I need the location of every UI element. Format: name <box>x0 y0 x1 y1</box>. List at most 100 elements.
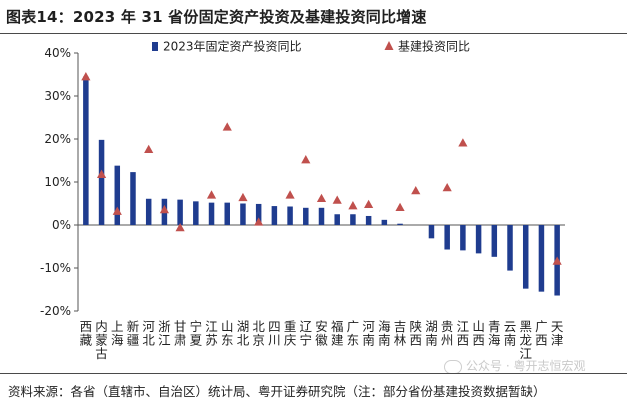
bar-20 <box>397 223 403 225</box>
x-tick-label: 吉林 <box>394 319 407 348</box>
x-tick-label: 湖南 <box>425 319 438 348</box>
bar-0 <box>83 76 89 226</box>
y-tick-label: -20% <box>40 304 71 318</box>
triangle-marker-21 <box>411 186 421 195</box>
chart-area: -20%-10%0%10%20%30%40%西藏内蒙古上海新疆河北浙江甘肃宁夏江… <box>40 39 565 361</box>
x-tick-label: 河北 <box>142 319 155 348</box>
triangle-marker-23 <box>442 182 452 192</box>
source-note: 资料来源：各省（直辖市、自治区）统计局、粤开证券研究院（注：部分省份基建投资数据… <box>8 384 546 399</box>
triangle-marker-18 <box>364 199 374 209</box>
bar-8 <box>208 202 215 225</box>
bar-2 <box>114 165 121 225</box>
x-tick-label: 广东 <box>347 319 360 348</box>
legend-bar-swatch <box>152 42 158 51</box>
bar-28 <box>522 225 529 289</box>
bar-22 <box>428 225 435 239</box>
bar-27 <box>507 225 513 271</box>
chart-title: 图表14：2023 年 31 省份固定资产投资及基建投资同比增速 <box>6 8 427 26</box>
watermark-text: 公众号 · 粤开志恒宏观 <box>466 359 586 373</box>
bar-23 <box>444 225 450 250</box>
x-tick-label: 甘肃 <box>174 319 187 348</box>
triangle-marker-11 <box>254 217 264 226</box>
y-tick-label: 30% <box>44 89 71 103</box>
wechat-icon <box>444 359 462 374</box>
x-tick-label: 贵州 <box>441 319 454 348</box>
y-tick-label: 10% <box>44 175 71 189</box>
x-tick-label: 西藏 <box>80 319 93 348</box>
triangle-marker-8 <box>206 190 217 199</box>
triangle-marker-17 <box>348 201 358 210</box>
x-tick-label: 浙江 <box>158 319 171 348</box>
x-tick-label: 江西 <box>457 319 470 348</box>
triangle-marker-6 <box>175 222 185 232</box>
triangle-marker-13 <box>285 190 295 199</box>
bar-4 <box>145 198 152 225</box>
y-tick-label: 20% <box>44 132 71 146</box>
top-rule <box>0 33 627 34</box>
x-tick-label: 四川 <box>268 319 281 348</box>
x-tick-label: 新疆 <box>127 319 140 348</box>
bar-19 <box>381 219 388 225</box>
triangle-marker-9 <box>222 122 232 131</box>
x-tick-label: 天津 <box>551 319 564 348</box>
triangle-marker-5 <box>159 204 170 214</box>
bar-24 <box>460 225 466 251</box>
bar-10 <box>240 203 246 225</box>
bar-7 <box>193 201 199 225</box>
bar-13 <box>287 206 293 225</box>
y-tick-label: 40% <box>44 46 71 60</box>
bottom-rule <box>0 373 627 374</box>
x-tick-label: 北京 <box>252 319 265 348</box>
bar-9 <box>224 202 230 225</box>
bar-14 <box>303 207 309 225</box>
triangle-marker-24 <box>458 138 468 147</box>
x-tick-label: 江苏 <box>205 319 218 348</box>
triangle-marker-4 <box>144 144 154 153</box>
x-tick-label: 湖北 <box>237 319 250 348</box>
bar-29 <box>538 225 545 292</box>
y-tick-label: 0% <box>52 218 71 232</box>
x-tick-label: 黑龙江 <box>519 319 532 361</box>
x-tick-label: 辽宁 <box>300 319 313 348</box>
triangle-marker-20 <box>395 202 405 212</box>
triangle-marker-14 <box>301 155 311 164</box>
bar-1 <box>98 139 105 225</box>
x-tick-label: 内蒙古 <box>95 319 108 361</box>
watermark: 公众号 · 粤开志恒宏观 <box>444 357 585 374</box>
x-tick-label: 宁夏 <box>190 319 203 348</box>
bar-16 <box>334 214 340 225</box>
bar-12 <box>271 206 278 225</box>
triangle-marker-16 <box>332 195 342 204</box>
x-tick-label: 上海 <box>111 319 124 348</box>
bar-11 <box>255 203 262 225</box>
triangle-marker-10 <box>238 192 248 202</box>
bar-26 <box>491 225 498 257</box>
x-tick-label: 安徽 <box>315 319 328 348</box>
bar-17 <box>350 214 356 225</box>
x-tick-label: 海南 <box>378 319 391 348</box>
bar-15 <box>318 207 325 225</box>
x-tick-label: 广西 <box>535 319 548 348</box>
legend-triangle-swatch <box>384 41 394 50</box>
legend-label-infrastructure: 基建投资同比 <box>398 39 470 54</box>
x-tick-label: 青海 <box>488 319 501 348</box>
bar-18 <box>365 215 372 225</box>
triangle-marker-0 <box>81 72 91 81</box>
x-tick-label: 福建 <box>331 319 344 348</box>
x-tick-label: 重庆 <box>284 319 297 348</box>
triangle-marker-30 <box>552 256 562 265</box>
x-tick-label: 云南 <box>504 319 517 348</box>
legend-label-fixed-asset: 2023年固定资产投资同比 <box>163 39 302 54</box>
bar-25 <box>475 225 482 254</box>
bar-3 <box>130 172 136 225</box>
bar-6 <box>177 199 183 225</box>
triangle-marker-15 <box>316 193 327 203</box>
x-tick-label: 陕西 <box>410 319 423 348</box>
triangle-marker-2 <box>112 206 122 215</box>
y-tick-label: -10% <box>40 261 71 275</box>
x-tick-label: 山西 <box>472 319 485 348</box>
x-tick-label: 河南 <box>362 319 375 348</box>
triangle-marker-1 <box>96 169 107 178</box>
x-tick-label: 山东 <box>221 319 234 348</box>
